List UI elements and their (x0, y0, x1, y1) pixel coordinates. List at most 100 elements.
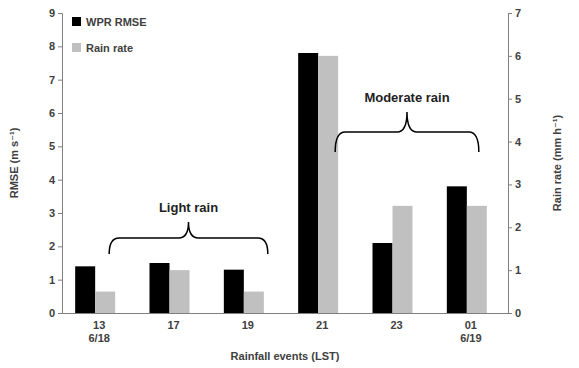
legend-label: Rain rate (86, 42, 133, 54)
bar (150, 263, 170, 313)
tick-mark (58, 46, 62, 47)
annotation: Light rain (159, 200, 218, 215)
tick-label: 3 (49, 207, 55, 219)
axis-line (509, 14, 513, 314)
legend-swatch (72, 17, 81, 26)
tick: 23 (390, 319, 402, 331)
tick: 4 (508, 136, 522, 148)
tick: 0 (508, 307, 521, 319)
tick-label: 7 (49, 74, 55, 86)
tick: 016/19 (460, 319, 481, 344)
y2-axis-title: Rain rate (mm h⁻¹) (551, 115, 563, 212)
bar (393, 206, 413, 313)
tick-mark (58, 146, 62, 147)
tick-mark (508, 184, 512, 185)
tick-mark (508, 142, 512, 143)
tick-mark (58, 246, 62, 247)
tick-label: 1 (49, 274, 55, 286)
legend-item: Rain rate (72, 42, 133, 54)
legend-swatch (72, 43, 81, 52)
tick-mark (58, 80, 62, 81)
bar (298, 53, 318, 313)
chart: 012345678901234567136/1817192123016/19RM… (0, 0, 579, 368)
tick: 2 (49, 240, 62, 252)
tick: 3 (508, 178, 521, 190)
y-axis-title: RMSE (m s⁻¹) (8, 127, 20, 198)
tick: 6 (49, 107, 62, 119)
tick: 136/18 (88, 319, 109, 344)
plot-area (75, 53, 487, 313)
tick-mark (508, 313, 512, 314)
tick: 2 (508, 221, 521, 233)
tick-label: 23 (390, 319, 402, 331)
axis-line (58, 14, 63, 314)
legend-item: WPR RMSE (72, 16, 147, 28)
tick-label: 21 (316, 319, 328, 331)
tick-label: 17 (167, 319, 179, 331)
tick: 8 (49, 40, 62, 52)
bar (75, 266, 95, 313)
tick-label: 5 (515, 93, 521, 105)
tick-label: 6 (515, 50, 521, 62)
x-axis: 136/18 17 19 21 23 016/19 (63, 314, 509, 345)
tick-mark (58, 180, 62, 181)
tick-mark (58, 280, 62, 281)
brace (335, 112, 479, 152)
tick-label: 136/18 (88, 319, 109, 344)
y-axis: 0 1 2 3 4 5 6 7 8 9 (49, 7, 63, 319)
bar (318, 56, 338, 313)
tick-label: 5 (49, 140, 55, 152)
tick-label: 19 (242, 319, 254, 331)
tick-mark (58, 213, 62, 214)
tick: 1 (508, 264, 521, 276)
tick-mark (508, 270, 512, 271)
tick: 5 (49, 140, 62, 152)
tick-label: 4 (49, 174, 56, 186)
tick-label: 0 (49, 307, 55, 319)
bar (244, 292, 264, 313)
tick: 9 (49, 7, 62, 19)
tick: 7 (49, 74, 62, 86)
tick: 21 (316, 319, 328, 331)
tick: 7 (508, 7, 521, 19)
tick-label: 016/19 (460, 319, 481, 344)
annotation: Moderate rain (364, 90, 449, 105)
bar (467, 206, 487, 313)
bar (170, 270, 190, 313)
bar-series (95, 56, 487, 313)
tick: 4 (49, 174, 62, 186)
axis-line (63, 313, 509, 314)
legend-label: WPR RMSE (86, 16, 147, 28)
tick-label: 6 (49, 107, 55, 119)
tick-label: 3 (515, 178, 521, 190)
tick: 1 (49, 274, 62, 286)
tick: 3 (49, 207, 62, 219)
tick-label: 4 (515, 136, 522, 148)
y2-axis: 0 1 2 3 4 5 6 7 (508, 7, 522, 319)
tick: 17 (167, 319, 179, 331)
bar (447, 186, 467, 313)
tick-label: 8 (49, 40, 55, 52)
tick-mark (58, 13, 62, 14)
brace (109, 222, 268, 254)
tick-label: 7 (515, 7, 521, 19)
bar (224, 270, 244, 313)
tick: 0 (49, 307, 62, 319)
tick-label: 2 (515, 221, 521, 233)
legend: WPR RMSE Rain rate (72, 16, 147, 54)
tick-mark (508, 13, 512, 14)
tick-mark (508, 227, 512, 228)
tick-label: 2 (49, 240, 55, 252)
tick-mark (58, 113, 62, 114)
tick-label: 9 (49, 7, 55, 19)
tick-label: 0 (515, 307, 521, 319)
tick-mark (508, 56, 512, 57)
tick: 5 (508, 93, 521, 105)
x-axis-title: Rainfall events (LST) (231, 350, 340, 362)
tick: 6 (508, 50, 521, 62)
tick-mark (58, 313, 62, 314)
bar-series (75, 53, 467, 313)
tick-label: 1 (515, 264, 521, 276)
bar (373, 243, 393, 313)
tick: 19 (242, 319, 254, 331)
